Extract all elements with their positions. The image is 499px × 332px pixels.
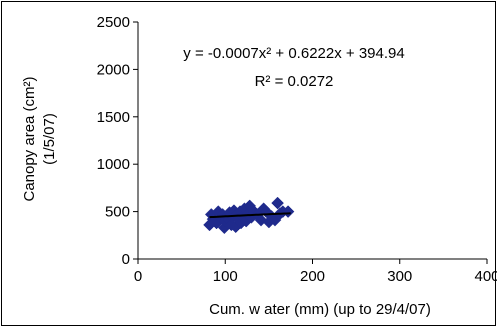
scatter-chart: 0 500 1000 1500 2000 2500 0 100 200 300 400 y = -0… — [21, 14, 499, 318]
x-tick-label: 200 — [300, 268, 325, 285]
tick-labels: 0 500 1000 1500 2000 2500 0 100 200 300 400 — [97, 14, 499, 285]
y-tick-label: 0 — [122, 251, 130, 268]
y-tick-label: 2500 — [97, 14, 130, 31]
data-point — [271, 196, 284, 210]
r-squared-label: R² = 0.0272 — [255, 73, 334, 90]
equation-label: y = -0.0007x² + 0.6222x + 394.94 — [183, 45, 404, 62]
y-axis-label-line2: (1/5/07) — [41, 113, 58, 165]
data-point — [281, 205, 295, 218]
axes — [133, 21, 488, 264]
x-tick-label: 0 — [134, 268, 142, 285]
x-tick-label: 400 — [474, 268, 497, 285]
trendline — [209, 212, 291, 219]
chart-frame: 0 500 1000 1500 2000 2500 0 100 200 300 400 y = -0… — [1, 1, 499, 326]
x-tick-label: 100 — [213, 268, 238, 285]
y-tick-label: 1000 — [97, 156, 130, 173]
y-tick-label: 500 — [105, 204, 130, 221]
y-axis-label-line1: Canopy area (cm²) — [21, 76, 38, 201]
y-tick-label: 1500 — [97, 109, 130, 126]
x-axis-label: Cum. w ater (mm) (up to 29/4/07) — [209, 301, 431, 318]
x-tick-label: 300 — [387, 268, 412, 285]
y-tick-label: 2000 — [97, 61, 130, 78]
